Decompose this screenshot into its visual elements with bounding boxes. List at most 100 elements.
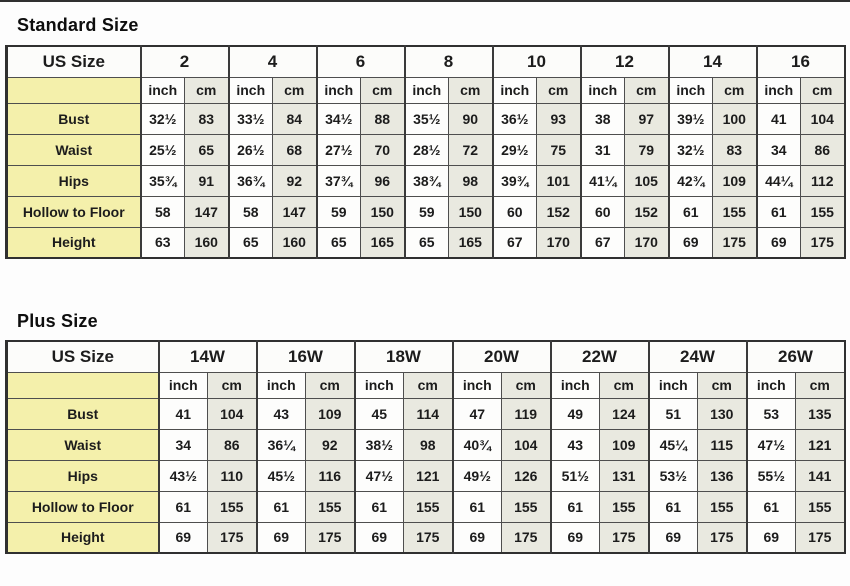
measurement-row: Hollow to Floor 61 155 61 155 61 155 61 155 61 155… [6,490,845,523]
measurement-row: Waist 25½ 65 26½ 68 27½ 70 28½ 72 29½ 75 31 79 32½ 83 3… [6,133,845,166]
unit-label-cell: inch [647,371,698,399]
measurement-value-cell: 69 [647,521,698,554]
measurement-value-cell: 27½ [315,133,361,166]
unit-label-cell: inch [491,76,537,104]
plus-size-table: US Size 14W 16W 18W 20W 22W 24W 26W inch cm inch cm… [5,340,846,554]
measurement-value-cell: 43½ [157,459,208,492]
measurement-value-cell: 61 [353,490,404,523]
unit-label-cell: cm [448,76,493,104]
measurement-value-cell: 150 [360,195,405,228]
measurement-value-cell: 39¾ [491,164,537,197]
unit-label-cell: inch [755,76,801,104]
measurement-value-cell: 49 [549,397,600,430]
unit-label-cell: cm [360,76,405,104]
measurement-value-cell: 65 [403,226,449,259]
measurement-value-cell: 58 [139,195,185,228]
measurement-value-cell: 41¼ [579,164,625,197]
measurement-row: Bust 32½ 83 33½ 84 34½ 88 35½ 90 36½ 93 38 97 39½ 100 4… [6,102,845,135]
measurement-value-cell: 42¾ [667,164,713,197]
unit-label-cell: cm [697,371,747,399]
measurement-value-cell: 31 [579,133,625,166]
unit-label-cell: cm [272,76,317,104]
measurement-value-cell: 68 [272,133,317,166]
unit-label-cell: inch [451,371,502,399]
standard-size-title: Standard Size [17,15,139,35]
unit-label-cell: cm [800,76,845,104]
measurement-value-cell: 150 [448,195,493,228]
measurement-value-cell: 97 [624,102,669,135]
measurement-value-cell: 41 [157,397,208,430]
unit-label-cell: inch [745,371,796,399]
measurement-value-cell: 47½ [353,459,404,492]
measurement-value-cell: 124 [599,397,649,430]
measurement-value-cell: 112 [800,164,845,197]
measurement-value-cell: 65 [184,133,229,166]
measurement-value-cell: 60 [579,195,625,228]
measurement-value-cell: 109 [305,397,355,430]
unit-label-cell: cm [624,76,669,104]
measurement-value-cell: 58 [227,195,273,228]
measurement-value-cell: 65 [315,226,361,259]
measurement-value-cell: 116 [305,459,355,492]
size-header-cell: 18W [353,340,453,373]
measurement-value-cell: 43 [549,428,600,461]
measurement-value-cell: 32½ [667,133,713,166]
measurement-value-cell: 121 [403,459,453,492]
measurement-value-cell: 41 [755,102,801,135]
measurement-value-cell: 105 [624,164,669,197]
measurement-value-cell: 47½ [745,428,796,461]
measurement-value-cell: 51½ [549,459,600,492]
size-header-cell: 26W [745,340,845,373]
measurement-value-cell: 175 [403,521,453,554]
measurement-value-cell: 59 [403,195,449,228]
measurement-value-cell: 96 [360,164,405,197]
measurement-row: Hips 35¾ 91 36¾ 92 37¾ 96 38¾ 98 39¾ 101 41¼ 105 42¾ 1… [6,164,845,197]
measurement-value-cell: 40¾ [451,428,502,461]
measurement-value-cell: 160 [184,226,229,259]
size-header-cell: 14 [667,45,757,78]
us-size-corner-cell: US Size [6,340,159,373]
measurement-value-cell: 170 [536,226,581,259]
row-label-cell: Waist [6,133,141,166]
size-header-cell: 4 [227,45,317,78]
row-label-cell: Bust [6,102,141,135]
measurement-value-cell: 61 [549,490,600,523]
measurement-value-cell: 45½ [255,459,306,492]
measurement-value-cell: 49½ [451,459,502,492]
measurement-value-cell: 28½ [403,133,449,166]
size-header-cell: 16W [255,340,355,373]
measurement-value-cell: 36½ [491,102,537,135]
unit-label-cell: inch [315,76,361,104]
measurement-value-cell: 29½ [491,133,537,166]
measurement-value-cell: 175 [501,521,551,554]
measurement-value-cell: 91 [184,164,229,197]
measurement-value-cell: 69 [255,521,306,554]
measurement-value-cell: 60 [491,195,537,228]
measurement-value-cell: 155 [207,490,257,523]
row-label-cell: Height [6,226,141,259]
measurement-value-cell: 38½ [353,428,404,461]
measurement-row: Bust 41 104 43 109 45 114 47 119 49 124 51 130 53 135 [6,397,845,430]
measurement-value-cell: 39½ [667,102,713,135]
measurement-value-cell: 109 [599,428,649,461]
measurement-value-cell: 38 [579,102,625,135]
measurement-value-cell: 119 [501,397,551,430]
measurement-value-cell: 160 [272,226,317,259]
measurement-value-cell: 34½ [315,102,361,135]
unit-label-cell: cm [501,371,551,399]
measurement-value-cell: 37¾ [315,164,361,197]
measurement-value-cell: 32½ [139,102,185,135]
standard-size-table: US Size 2 4 6 8 10 12 14 16 inch cm inch cm inch cm inc… [5,45,846,259]
measurement-value-cell: 51 [647,397,698,430]
unit-label-cell: cm [184,76,229,104]
measurement-value-cell: 75 [536,133,581,166]
measurement-value-cell: 175 [697,521,747,554]
measurement-value-cell: 36¼ [255,428,306,461]
size-header-cell: 8 [403,45,493,78]
measurement-value-cell: 61 [451,490,502,523]
measurement-value-cell: 152 [536,195,581,228]
measurement-value-cell: 104 [501,428,551,461]
measurement-value-cell: 55½ [745,459,796,492]
measurement-value-cell: 69 [451,521,502,554]
measurement-value-cell: 101 [536,164,581,197]
